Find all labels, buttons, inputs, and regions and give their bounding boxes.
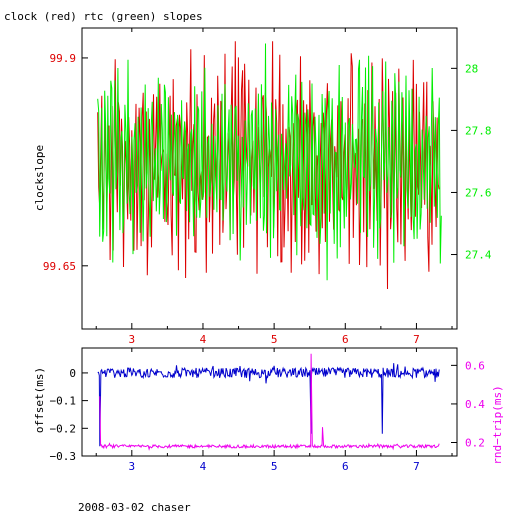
top-y-tick-label: 99.65 bbox=[43, 260, 76, 273]
series-line-clock bbox=[97, 41, 440, 290]
bottom-y2-tick-label: 0.6 bbox=[465, 359, 485, 372]
bottom-left-y-axis: 0 −0.1 −0.2 −0.3 bbox=[50, 367, 88, 463]
top-panel: 3 4 5 6 7 99.65 99.9 27.4 27.6 27.8 28 clockslop… bbox=[33, 27, 492, 346]
bottom-y2-tick-label: 0.4 bbox=[465, 398, 485, 411]
bottom-x-tick-label: 7 bbox=[413, 460, 420, 473]
bottom-y-tick-label: −0.3 bbox=[50, 450, 77, 463]
top-y2-tick-label: 27.8 bbox=[465, 124, 492, 137]
top-x-tick-label: 7 bbox=[413, 333, 420, 346]
top-y2-tick-label: 28 bbox=[465, 62, 478, 75]
top-y2-tick-label: 27.4 bbox=[465, 249, 492, 262]
bottom-y-tick-label: −0.2 bbox=[50, 422, 77, 435]
chart-title: clock (red) rtc (green) slopes bbox=[4, 10, 203, 23]
top-y-tick-label: 99.9 bbox=[50, 52, 77, 65]
bottom-y-tick-label: 0 bbox=[69, 367, 76, 380]
bottom-panel: 3 4 5 6 7 0 −0.1 −0.2 −0.3 0.2 0.4 0.6 offset(ms)… bbox=[33, 347, 504, 473]
top-left-y-axis: 99.65 99.9 bbox=[43, 52, 88, 273]
bottom-x-tick-label: 6 bbox=[342, 460, 349, 473]
top-x-axis: 3 4 5 6 7 bbox=[95, 28, 453, 346]
top-x-tick-label: 6 bbox=[342, 333, 349, 346]
series-line-offset bbox=[97, 363, 440, 447]
bottom-right-y-axis: 0.2 0.4 0.6 bbox=[451, 359, 485, 450]
bottom-y2-axis-label: rnd−trip(ms) bbox=[491, 385, 504, 464]
top-series-group bbox=[97, 41, 442, 290]
bottom-x-tick-label: 4 bbox=[200, 460, 207, 473]
bottom-x-axis: 3 4 5 6 7 bbox=[95, 348, 453, 473]
bottom-plot-frame bbox=[81, 347, 458, 457]
footer-label: 2008-03-02 chaser bbox=[78, 501, 191, 512]
top-y-axis-label: clockslope bbox=[33, 145, 46, 211]
top-x-tick-label: 3 bbox=[128, 333, 135, 346]
bottom-series-group bbox=[97, 353, 440, 451]
top-right-y-axis: 27.4 27.6 27.8 28 bbox=[451, 62, 492, 262]
bottom-x-tick-label: 3 bbox=[128, 460, 135, 473]
series-line-rndtrip bbox=[99, 353, 440, 451]
top-x-tick-label: 5 bbox=[271, 333, 278, 346]
bottom-y-axis-label: offset(ms) bbox=[33, 367, 46, 433]
series-line-rtc bbox=[97, 43, 442, 281]
bottom-y2-tick-label: 0.2 bbox=[465, 437, 485, 450]
top-x-tick-label: 4 bbox=[200, 333, 207, 346]
bottom-y-tick-label: −0.1 bbox=[50, 395, 77, 408]
top-plot-frame bbox=[81, 27, 458, 330]
top-y2-tick-label: 27.6 bbox=[465, 186, 492, 199]
bottom-x-tick-label: 5 bbox=[271, 460, 278, 473]
